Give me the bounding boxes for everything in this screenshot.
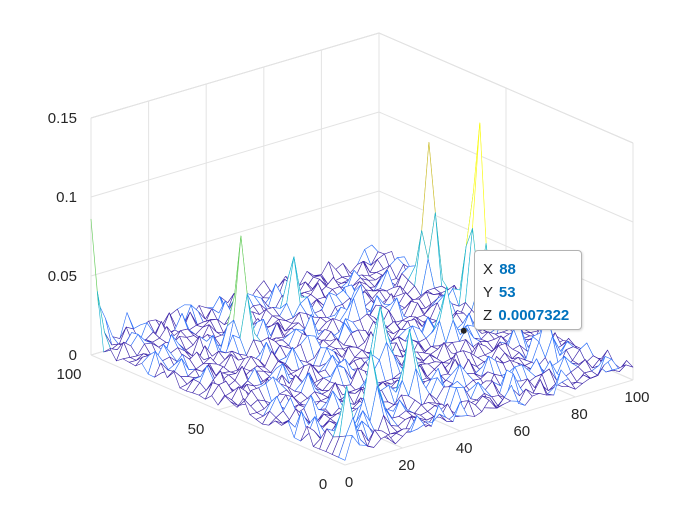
y-tick-label: 0 [319,476,327,493]
z-tick-label: 0.15 [48,110,77,127]
datatip-z-label: Z [483,307,493,324]
z-tick-label: 0 [69,347,77,364]
x-tick-label: 80 [571,406,588,423]
mesh-cell [619,360,634,372]
y-tick-label: 100 [56,366,81,383]
z-tick-label: 0.1 [56,189,77,206]
x-tick-label: 0 [345,474,353,491]
datatip-y-value: 53 [498,284,516,301]
datatip-x-value: 88 [499,261,516,278]
x-tick-label: 100 [624,389,649,406]
datatip-y-label: Y [483,284,493,301]
grid-line [378,32,634,144]
x-tick-label: 60 [513,423,530,440]
datatip-x-label: X [483,261,494,278]
datatip-marker[interactable] [460,327,467,334]
grid-line [90,32,380,119]
grid-line [90,190,380,277]
x-tick-label: 20 [398,457,415,474]
grid-line [90,111,380,198]
y-tick-label: 50 [188,421,205,438]
surface-mesh [90,122,634,461]
grid-line [378,190,634,302]
datatip-x-row: X 88 [483,258,581,281]
mesh-cell [338,435,353,461]
grid-line [378,111,634,223]
datatip[interactable]: X 88 Y 53 Z 0.0007322 [474,250,582,330]
tick-labels: 0 20 40 60 80 100 0 50 100 0 0.05 0.1 0.15 [48,110,650,493]
datatip-z-row: Z 0.0007322 [483,304,581,327]
datatip-y-row: Y 53 [483,281,581,304]
grid-line [344,379,634,466]
x-tick-label: 40 [456,440,473,457]
datatip-z-value: 0.0007322 [498,307,570,324]
z-tick-label: 0.05 [48,268,77,285]
